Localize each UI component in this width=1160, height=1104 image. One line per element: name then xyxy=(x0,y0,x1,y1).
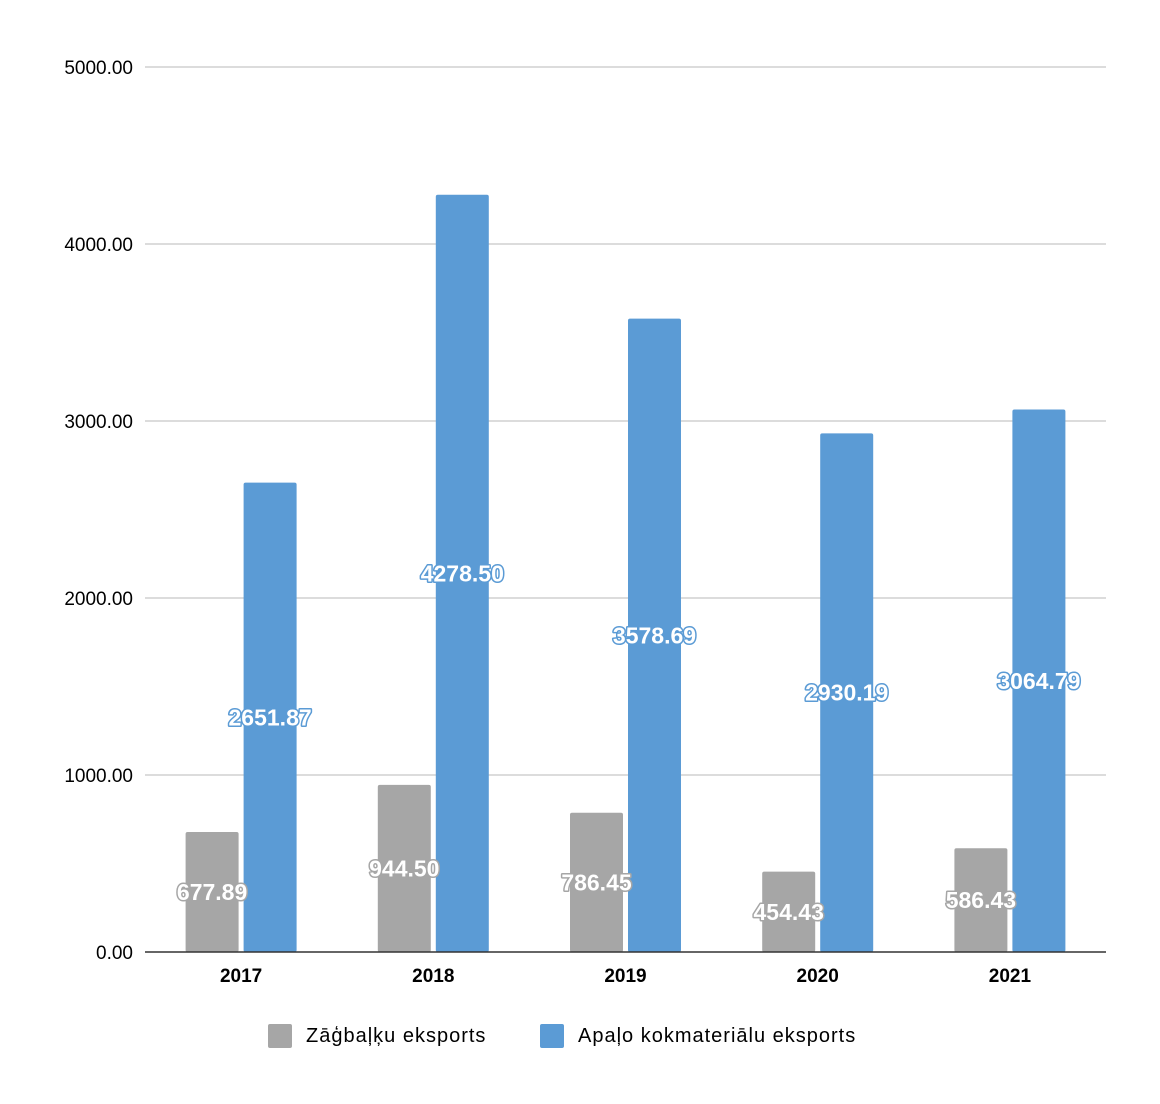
legend-swatch xyxy=(268,1024,292,1048)
bar-apalo xyxy=(243,482,297,952)
x-tick-label: 2021 xyxy=(989,966,1032,987)
bars xyxy=(185,194,1066,952)
bar-zagbalku xyxy=(377,784,431,952)
data-label: 786.45 xyxy=(561,869,632,895)
data-label: 4278.50 xyxy=(421,560,504,586)
bar-apalo xyxy=(820,433,874,952)
y-axis-tick-labels: 0.00 1000.00 2000.00 3000.00 4000.00 5000.00 xyxy=(64,58,133,964)
data-label: 944.50 xyxy=(369,855,439,881)
x-axis-tick-labels: 2017 2018 2019 2020 2021 xyxy=(220,966,1032,987)
bar-zagbalku xyxy=(570,812,623,952)
y-tick-label: 5000.00 xyxy=(64,58,133,79)
data-label: 3578.69 xyxy=(613,622,696,648)
y-tick-label: 4000.00 xyxy=(64,235,133,256)
data-label: 454.43 xyxy=(754,899,824,925)
gridlines xyxy=(145,66,1106,776)
data-label: 2930.19 xyxy=(805,680,888,706)
legend-label: Apaļo kokmateriālu eksports xyxy=(578,1025,856,1047)
bar-zagbalku xyxy=(762,871,816,952)
data-label: 586.43 xyxy=(946,887,1016,913)
y-tick-label: 1000.00 xyxy=(64,766,133,787)
legend-swatch xyxy=(540,1024,564,1048)
bar-apalo xyxy=(628,318,681,952)
bar-apalo xyxy=(1012,409,1066,952)
x-tick-label: 2020 xyxy=(797,966,839,987)
bar-zagbalku xyxy=(954,848,1008,952)
x-tick-label: 2019 xyxy=(604,966,646,987)
data-label: 3064.79 xyxy=(997,668,1080,694)
y-tick-label: 3000.00 xyxy=(64,412,133,433)
x-tick-label: 2018 xyxy=(412,966,454,987)
bar-zagbalku xyxy=(185,832,239,952)
y-tick-label: 0.00 xyxy=(96,943,133,964)
bar-apalo xyxy=(435,194,489,952)
data-labels: 677.89 2651.87 944.50 4278.50 786.45 3578.69 4… xyxy=(175,559,1082,926)
x-tick-label: 2017 xyxy=(220,966,262,987)
legend-label: Zāģbaļķu eksports xyxy=(306,1025,486,1047)
data-label: 677.89 xyxy=(177,879,247,905)
data-label: 2651.87 xyxy=(229,704,312,730)
legend: Zāģbaļķu eksports Apaļo kokmateriālu eksp… xyxy=(268,1024,856,1048)
y-tick-label: 2000.00 xyxy=(64,589,133,610)
